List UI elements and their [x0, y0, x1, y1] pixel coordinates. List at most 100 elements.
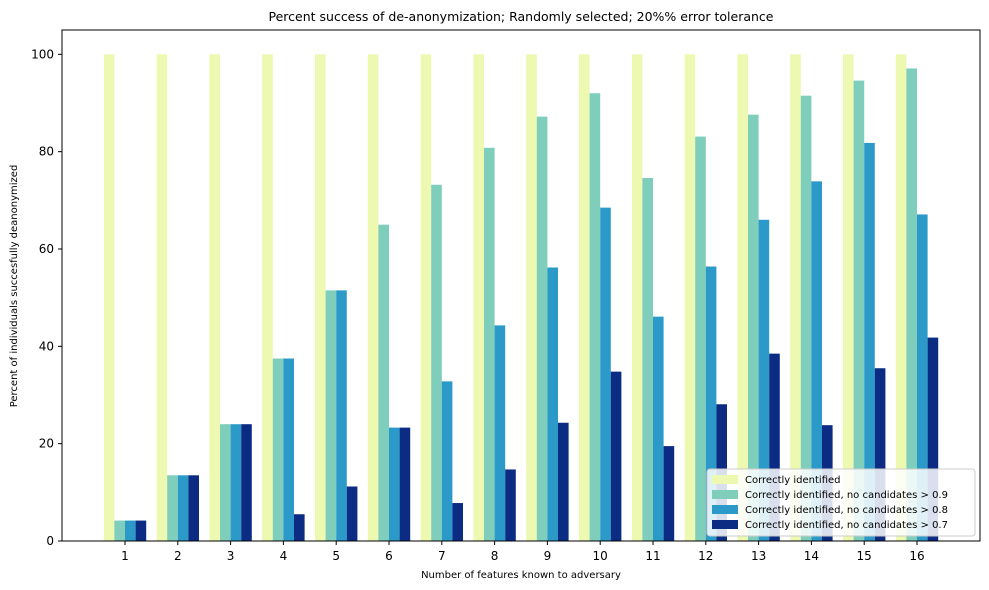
bar-series2-10: [589, 93, 601, 542]
x-tick-label: 13: [751, 549, 766, 563]
legend-box: [706, 468, 976, 537]
bar-series1-13: [737, 54, 748, 541]
legend: Correctly identified Correctly identified…: [706, 468, 976, 537]
y-tick-label: 40: [39, 339, 54, 353]
bar-series3-4: [283, 358, 294, 541]
bar-series1-14: [790, 54, 801, 541]
legend-label: Correctly identified, no candidates > 0.…: [745, 505, 948, 516]
bar-series2-12: [695, 136, 706, 541]
x-tick-label: 15: [857, 549, 872, 563]
bar-series3-2: [177, 475, 189, 541]
bar-series3-11: [653, 316, 664, 541]
bar-series3-8: [494, 325, 506, 541]
bar-series4-7: [452, 503, 463, 541]
bar-series1-7: [420, 54, 432, 541]
x-tick-label: 11: [645, 549, 660, 563]
y-tick-label: 100: [31, 47, 54, 61]
bar-series3-1: [125, 520, 136, 541]
bar-series2-14: [800, 95, 812, 541]
x-tick-label: 9: [544, 549, 552, 563]
x-tick-label: 16: [909, 549, 924, 563]
bar-series1-6: [367, 54, 379, 541]
bar-series3-13: [758, 219, 770, 542]
legend-swatch: [712, 490, 738, 499]
bar-series4-3: [241, 424, 252, 541]
bar-series4-1: [135, 520, 147, 541]
y-axis-label: Percent of individuals succesfully deano…: [9, 165, 20, 408]
bar-series1-5: [315, 54, 326, 541]
bar-series1-8: [473, 54, 484, 541]
bar-series4-4: [294, 514, 305, 541]
bar-series4-10: [610, 371, 622, 541]
bar-series2-2: [167, 475, 178, 541]
bar-series2-3: [220, 424, 231, 541]
bar-series1-15: [843, 54, 854, 541]
bar-series3-5: [336, 290, 347, 541]
legend-label: Correctly identified, no candidates > 0.…: [745, 520, 948, 531]
bar-series4-15: [874, 368, 886, 541]
bar-series2-16: [906, 68, 917, 541]
bar-series1-4: [262, 54, 273, 541]
bar-series2-5: [325, 290, 337, 541]
bar-series3-10: [600, 207, 611, 541]
bar-series1-1: [103, 54, 115, 541]
bar-series1-12: [684, 54, 696, 541]
y-tick-label: 0: [46, 534, 54, 548]
chart-title: Percent success of de-anonymization; Ran…: [269, 9, 774, 24]
bars-group: [103, 54, 939, 542]
bar-series2-7: [431, 184, 442, 541]
bar-series3-12: [705, 266, 717, 541]
bar-series4-5: [346, 486, 358, 541]
bar-series2-1: [114, 520, 125, 541]
bar-series4-8: [505, 469, 516, 541]
bar-series1-3: [209, 54, 220, 541]
bar-series2-6: [378, 224, 389, 542]
bar-series2-4: [272, 358, 284, 541]
x-tick-label: 8: [491, 549, 499, 563]
bar-series3-7: [441, 381, 453, 541]
bar-series4-11: [663, 446, 675, 541]
bar-series3-15: [864, 142, 875, 541]
bar-series1-11: [631, 54, 643, 541]
bar-series4-13: [769, 353, 780, 541]
x-axis: 1 2 3 4 5 6 7 8 9 10 11 12 13 14 15 16: [121, 541, 925, 563]
x-tick-label: 7: [438, 549, 446, 563]
legend-label: Correctly identified, no candidates > 0.…: [745, 490, 948, 501]
bar-series4-2: [188, 475, 199, 541]
bar-series4-9: [558, 422, 569, 541]
bar-series1-10: [579, 54, 590, 541]
y-tick-label: 80: [39, 145, 54, 159]
y-axis: 0 20 40 60 80 100: [31, 47, 62, 548]
bar-series3-9: [547, 267, 558, 541]
bar-series4-16: [927, 337, 939, 541]
x-tick-label: 2: [174, 549, 182, 563]
x-tick-label: 1: [121, 549, 129, 563]
bar-series3-16: [917, 214, 928, 541]
bar-series2-9: [536, 116, 548, 541]
bar-series2-11: [642, 177, 653, 541]
bar-series1-2: [156, 54, 168, 541]
bar-series1-16: [895, 54, 907, 541]
bar-series1-9: [526, 54, 537, 541]
x-tick-label: 4: [280, 549, 288, 563]
bar-series3-3: [230, 424, 242, 541]
bar-series2-13: [748, 114, 759, 542]
legend-label: Correctly identified: [745, 475, 841, 486]
bar-series3-6: [389, 427, 400, 541]
x-tick-label: 14: [804, 549, 819, 563]
y-tick-label: 60: [39, 242, 54, 256]
y-tick-label: 20: [39, 437, 54, 451]
x-axis-label: Number of features known to adversary: [421, 570, 621, 581]
legend-swatch: [712, 520, 738, 529]
legend-swatch: [712, 505, 738, 514]
plot-frame: [61, 29, 981, 542]
x-tick-label: 6: [385, 549, 393, 563]
x-tick-label: 3: [227, 549, 235, 563]
x-tick-label: 5: [332, 549, 340, 563]
bar-series2-8: [484, 147, 495, 541]
x-tick-label: 10: [593, 549, 608, 563]
legend-swatch: [712, 475, 738, 484]
x-tick-label: 12: [698, 549, 713, 563]
bar-series3-14: [811, 181, 822, 541]
